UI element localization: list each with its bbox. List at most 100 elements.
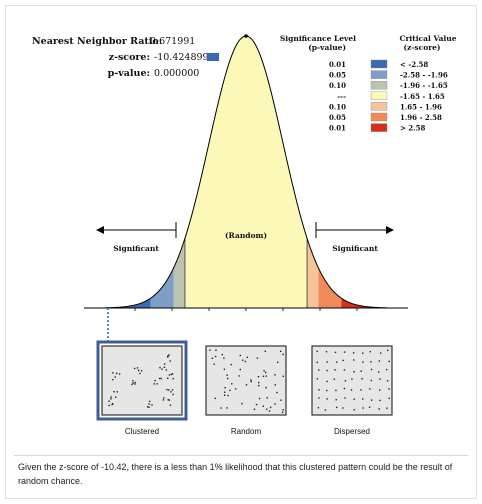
pattern-point: [353, 359, 355, 361]
pattern-point: [132, 380, 134, 382]
pattern-point: [133, 367, 136, 370]
pattern-point: [318, 389, 320, 391]
legend-swatch: [370, 80, 388, 90]
pattern-point: [238, 375, 240, 377]
left-arrow-head: [96, 226, 104, 234]
pattern-point: [224, 387, 226, 389]
pattern-point: [148, 406, 150, 408]
pattern-point: [342, 407, 344, 409]
pattern-point: [167, 377, 169, 379]
curve-annotations: Significant Significant (Random): [96, 222, 394, 253]
pattern-point: [256, 357, 259, 359]
pattern-point: [221, 353, 223, 356]
pattern-point: [362, 361, 364, 363]
pattern-panel-clustered: [101, 345, 183, 416]
pattern-point: [167, 399, 169, 401]
pattern-point: [148, 400, 151, 403]
nnr-value: 0.671991: [150, 36, 195, 47]
pattern-point: [326, 389, 328, 392]
pattern-point: [153, 383, 155, 385]
pattern-point: [263, 370, 265, 372]
pattern-point: [224, 394, 226, 396]
pattern-point: [333, 378, 335, 380]
pattern-point: [265, 386, 267, 389]
pattern-point: [266, 408, 268, 410]
pattern-point: [362, 352, 364, 354]
pattern-point: [223, 368, 226, 370]
legend-critical-value: < -2.58: [400, 60, 428, 69]
pattern-point: [350, 389, 353, 391]
legend-critical-value: > 2.58: [400, 124, 425, 133]
pattern-point: [342, 359, 344, 362]
pattern-point: [336, 406, 338, 409]
pattern-point: [262, 375, 265, 377]
pattern-point: [257, 376, 260, 378]
p-value-label: p-value:: [108, 68, 150, 79]
pattern-point: [140, 370, 143, 372]
pattern-point: [171, 373, 174, 375]
pattern-point: [361, 378, 363, 380]
z-score-label: z-score:: [109, 52, 150, 63]
pattern-point: [370, 368, 373, 371]
pattern-point: [369, 351, 371, 353]
pattern-point: [255, 403, 258, 406]
pattern-point: [343, 351, 346, 353]
pattern-point: [110, 398, 112, 400]
pattern-point: [385, 368, 388, 371]
pattern-point: [276, 391, 278, 394]
pattern-point: [258, 397, 261, 400]
legend-header-critical: Critical Value: [399, 34, 456, 43]
pattern-point: [167, 355, 169, 357]
pattern-point: [318, 369, 320, 371]
pattern-point: [244, 360, 247, 363]
pattern-point: [168, 354, 170, 356]
pattern-point: [324, 409, 327, 411]
pattern-point: [378, 360, 381, 362]
pattern-point: [380, 352, 382, 354]
pattern-point: [282, 409, 284, 411]
pattern-point: [362, 398, 364, 400]
pattern-point: [139, 372, 141, 375]
pattern-point: [280, 350, 282, 352]
pattern-point: [239, 354, 241, 357]
pattern-point: [170, 391, 172, 393]
pattern-point: [163, 366, 166, 368]
legend-swatch: [370, 91, 388, 101]
pattern-point: [231, 383, 233, 385]
pattern-point: [274, 384, 276, 386]
pattern-point: [226, 374, 228, 376]
pattern-point: [239, 368, 241, 371]
pattern-point: [230, 363, 232, 366]
curve-band-4: [184, 36, 308, 308]
pattern-point: [151, 404, 153, 406]
pattern-point: [370, 361, 372, 363]
legend-header-zscore: (z-score): [404, 43, 441, 52]
pattern-point: [241, 402, 243, 405]
pattern-point: [334, 351, 337, 354]
pattern-point: [274, 374, 276, 376]
legend-swatch: [370, 59, 388, 69]
legend-swatch: [370, 123, 388, 132]
pattern-point: [386, 380, 389, 382]
z-score-value: -10.424899: [154, 52, 209, 63]
pattern-point: [316, 378, 319, 380]
pattern-point: [209, 349, 211, 351]
pattern-point: [250, 380, 252, 383]
curve-band-5: [307, 238, 319, 308]
pattern-point: [277, 361, 279, 363]
pattern-point: [134, 381, 136, 384]
pattern-point: [265, 371, 267, 374]
pattern-point: [115, 396, 117, 398]
legend-critical-value: 1.65 - 1.96: [400, 102, 442, 111]
pattern-point: [336, 361, 338, 363]
pattern-point: [344, 380, 347, 382]
pattern-point: [161, 368, 163, 370]
right-arrow-head: [386, 226, 394, 234]
pattern-point: [116, 372, 118, 375]
z-score-color-swatch: [207, 53, 219, 61]
pattern-point: [148, 403, 150, 405]
summary-text: Given the z-score of -10.42, there is a …: [18, 462, 453, 486]
pattern-point: [110, 396, 112, 398]
normal-curve: [84, 34, 408, 344]
pattern-point: [353, 409, 355, 411]
